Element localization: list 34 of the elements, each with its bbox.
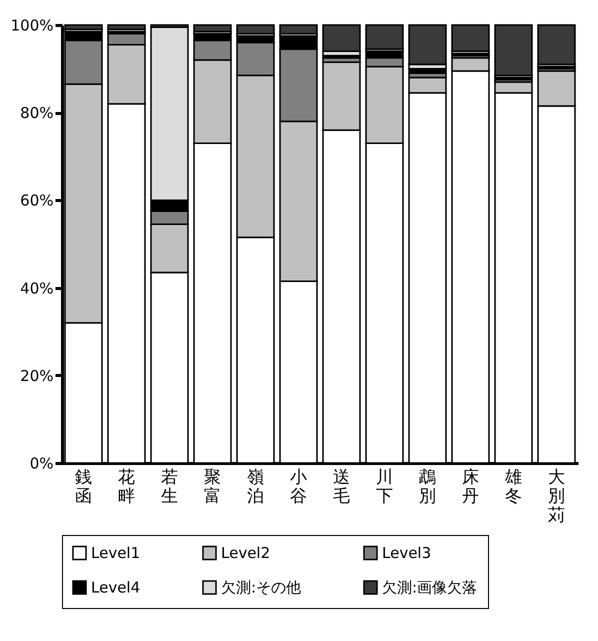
bar [408, 24, 447, 66]
x-tick-label: 鵡別 [419, 468, 436, 506]
x-tick-label: 送毛 [333, 468, 350, 506]
x-tick-label: 小谷 [290, 468, 307, 506]
y-tick-label: 0% [30, 454, 54, 472]
legend-label: 欠測:画像欠落 [382, 578, 478, 596]
x-tick-label: 嶺泊 [247, 468, 264, 506]
x-tick-label: 若生 [161, 468, 178, 506]
bar [107, 24, 146, 30]
y-tick-label: 20% [20, 366, 54, 385]
legend-label: Level3 [382, 544, 432, 562]
legend-label: 欠測:その他 [221, 578, 302, 596]
bar [537, 24, 576, 66]
legend-label: Level2 [221, 544, 270, 562]
x-tick-label: 川下 [376, 468, 393, 506]
bar [236, 24, 275, 35]
x-tick-label: 雄冬 [504, 468, 522, 506]
y-tick-label: 40% [20, 279, 54, 298]
x-tick-label: 床丹 [462, 468, 479, 506]
y-tick-label: 60% [20, 192, 54, 210]
x-tick-label: 銭函 [75, 468, 92, 506]
bar [451, 24, 490, 52]
bar [365, 24, 404, 50]
x-tick-label: 聚富 [204, 468, 221, 506]
bar [494, 24, 533, 76]
legend-label: Level4 [91, 578, 140, 596]
legend-label: Level1 [91, 544, 140, 562]
x-tick-label: 大別苅 [548, 468, 565, 526]
bar [193, 24, 232, 32]
y-tick-label: 100% [10, 16, 54, 34]
bar [279, 24, 318, 35]
x-tick-label: 花畔 [118, 468, 135, 506]
y-tick-label: 80% [20, 104, 54, 122]
bar [322, 24, 361, 52]
